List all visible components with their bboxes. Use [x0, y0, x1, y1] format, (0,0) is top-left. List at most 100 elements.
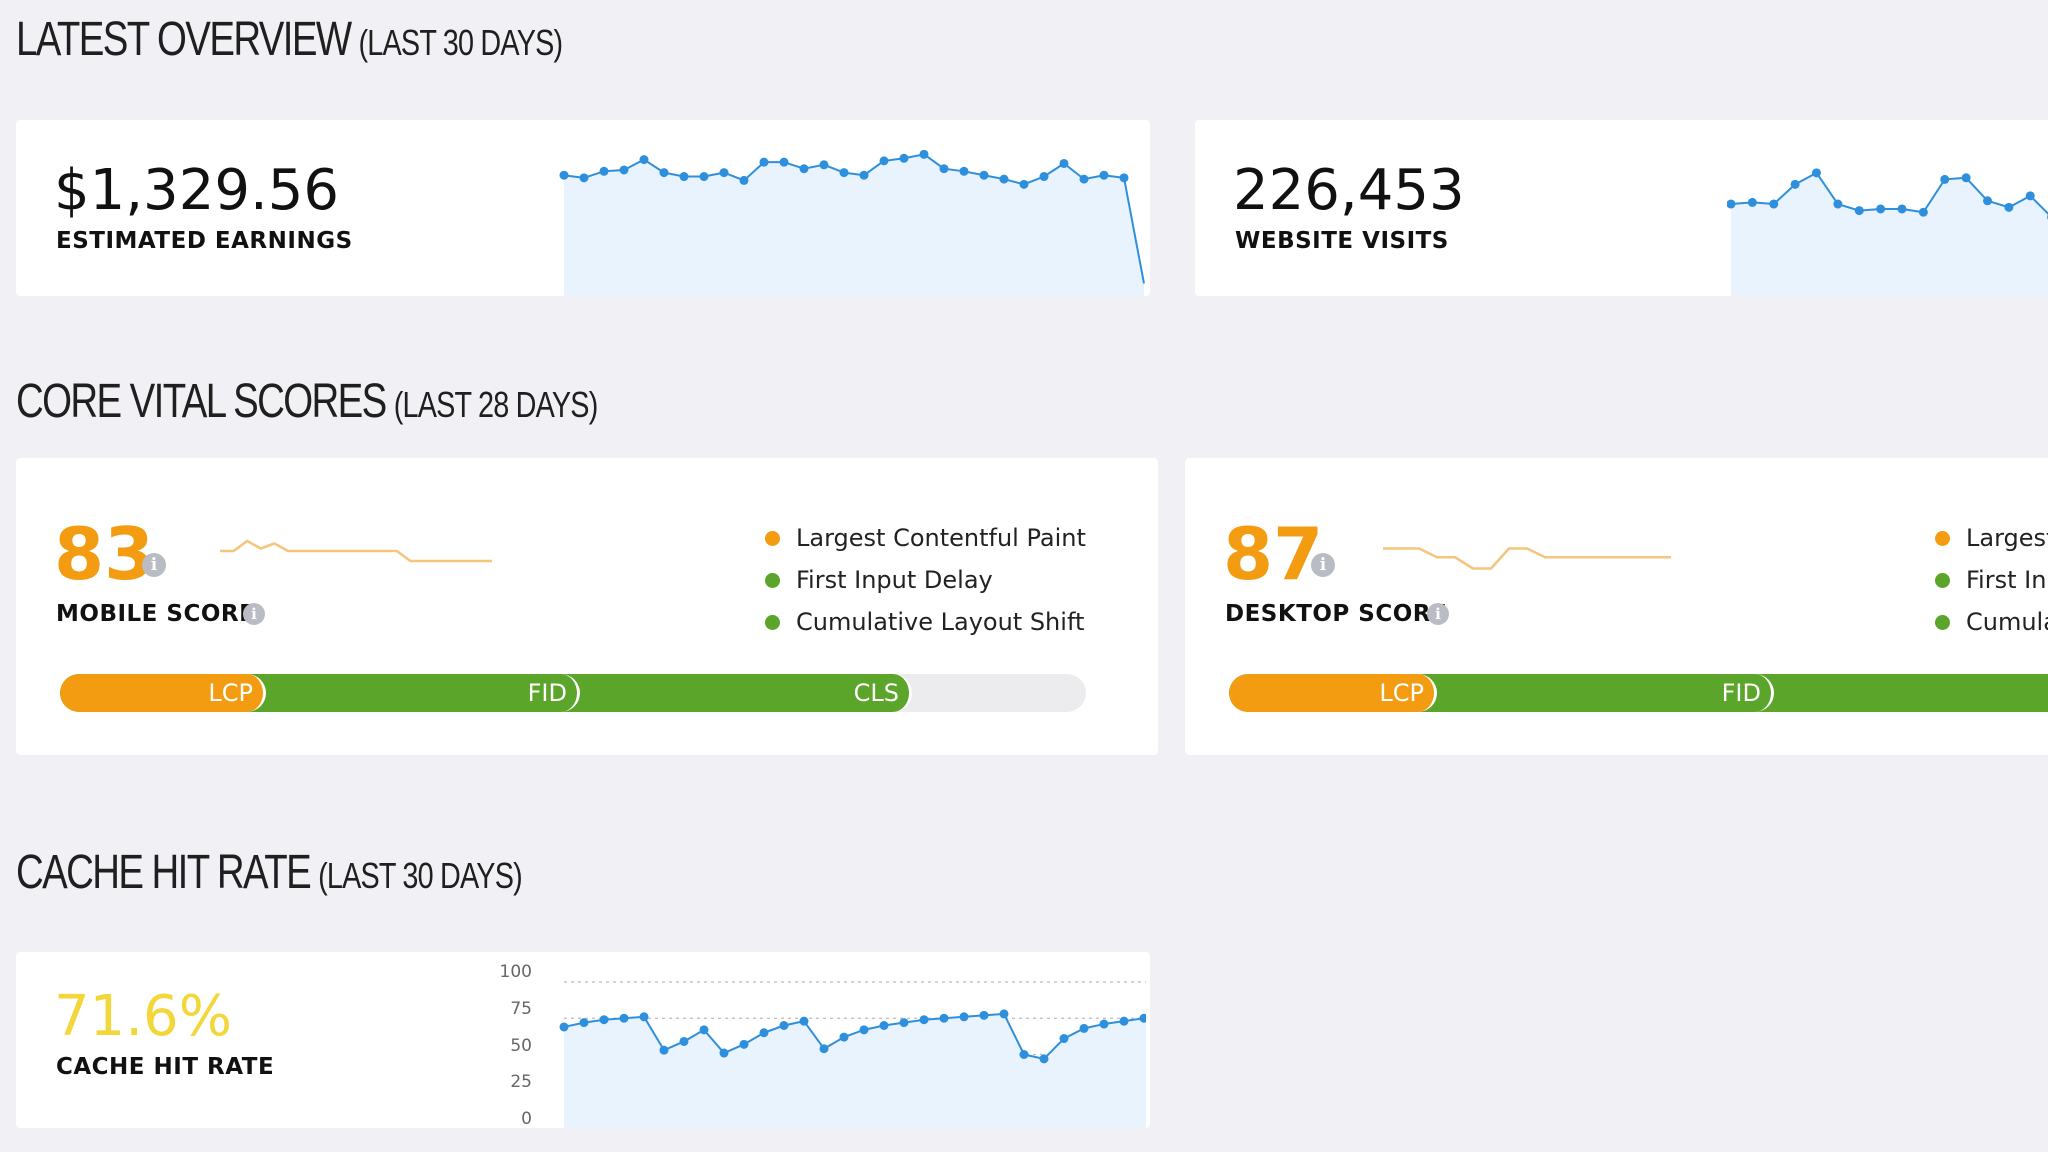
data-point	[819, 1044, 829, 1054]
data-point	[879, 1021, 889, 1030]
data-point	[719, 168, 729, 178]
data-point	[699, 172, 709, 182]
core-vitals-title: CORE VITAL SCORES (LAST 28 DAYS)	[16, 374, 598, 429]
data-point	[639, 155, 649, 165]
mobile-score-label: MOBILE SCORE	[56, 601, 256, 627]
overview-subtitle: (LAST 30 DAYS)	[358, 22, 564, 63]
data-point	[579, 1018, 589, 1028]
data-point	[1812, 168, 1821, 178]
data-point	[1079, 1023, 1089, 1033]
cache-subtitle: (LAST 30 DAYS)	[318, 855, 523, 896]
data-point	[1019, 179, 1029, 189]
desktop-legend-lcp: Largest	[1935, 523, 2048, 553]
mobile-score-info-icon[interactable]: i	[142, 553, 166, 577]
data-point	[999, 174, 1009, 184]
mobile-legend-fid: First Input Delay	[765, 565, 993, 595]
lcp-legend-dot	[1935, 530, 1950, 546]
mobile-score-label-info-icon[interactable]: i	[243, 603, 265, 625]
data-point	[799, 1016, 809, 1026]
data-point	[659, 1045, 669, 1055]
data-point	[2004, 202, 2014, 212]
desktop-score-trendline	[1383, 547, 1671, 570]
data-point	[1833, 199, 1843, 209]
desktop-score-label-info-icon[interactable]: i	[1427, 603, 1449, 625]
earnings-sparkline	[559, 149, 1145, 296]
data-point	[1059, 158, 1069, 168]
desktop-score-info-icon[interactable]: i	[1311, 553, 1335, 577]
data-point	[959, 166, 969, 176]
data-point	[1119, 1016, 1129, 1026]
data-point	[1961, 173, 1971, 183]
data-point	[939, 1013, 949, 1023]
y-tick-0: 0	[521, 1109, 532, 1128]
data-point	[1940, 174, 1950, 184]
data-point	[759, 1028, 769, 1038]
overview-title: LATEST OVERVIEW (LAST 30 DAYS)	[16, 12, 564, 67]
data-point	[1854, 206, 1864, 216]
overview-title-text: LATEST OVERVIEW	[16, 13, 352, 66]
data-point	[839, 1032, 849, 1042]
data-point	[779, 1021, 789, 1030]
mobile-legend-lcp-text: Largest Contentful Paint	[796, 524, 1086, 552]
mobile-score-card: 83 i MOBILE SCORE i Largest Contentful P…	[16, 458, 1158, 755]
data-point	[679, 172, 689, 182]
data-point	[1727, 199, 1736, 209]
data-point	[1079, 174, 1089, 184]
desktop-score-label: DESKTOP SCORE	[1225, 601, 1448, 627]
data-point	[639, 1012, 649, 1022]
data-point	[679, 1036, 689, 1046]
desktop-legend-cls-text: Cumula	[1966, 608, 2048, 636]
fid-legend-dot	[765, 572, 780, 588]
data-point	[1790, 179, 1800, 189]
data-point	[559, 170, 569, 180]
data-point	[739, 1039, 749, 1049]
data-point	[899, 153, 909, 163]
data-point	[2025, 191, 2035, 201]
data-point	[1019, 1050, 1029, 1059]
data-point	[739, 175, 749, 185]
desktop-vitals-bar: FID LCP	[1229, 674, 2048, 712]
data-point	[1897, 204, 1907, 214]
data-point	[979, 1010, 989, 1020]
data-point	[599, 166, 609, 176]
data-point	[879, 156, 889, 166]
cache-hit-rate-label: CACHE HIT RATE	[56, 1054, 275, 1080]
desktop-legend-fid-text: First Inp	[1966, 566, 2048, 594]
visits-card: 226,453 WEBSITE VISITS	[1195, 120, 2048, 296]
data-point	[839, 168, 849, 178]
area-fill	[564, 154, 1144, 296]
data-point	[1039, 172, 1049, 182]
cache-hit-rate-chart	[559, 981, 1146, 1128]
data-point	[1099, 170, 1109, 180]
y-tick-25: 25	[510, 1072, 532, 1092]
series-line	[1730, 171, 2048, 215]
fid-legend-dot	[1935, 572, 1950, 588]
mobile-lcp-segment: LCP	[60, 674, 266, 712]
desktop-score-card: 87 i DESKTOP SCORE i Largest First Inp C…	[1185, 458, 2048, 755]
data-point	[899, 1018, 909, 1028]
data-point	[1918, 207, 1928, 217]
data-point	[559, 1022, 569, 1032]
data-point	[759, 157, 769, 167]
y-tick-50: 50	[510, 1036, 532, 1056]
lcp-legend-dot	[765, 530, 780, 546]
data-point	[859, 170, 869, 180]
mobile-legend-cls-text: Cumulative Layout Shift	[796, 608, 1085, 636]
data-point	[1139, 1013, 1146, 1023]
data-point	[619, 1013, 629, 1023]
data-point	[1059, 1034, 1069, 1044]
data-point	[779, 157, 789, 167]
data-point	[699, 1025, 709, 1035]
data-point	[1983, 196, 1992, 206]
cache-card: 71.6% CACHE HIT RATE 100 75 50 25 0	[16, 952, 1150, 1128]
data-point	[799, 164, 809, 174]
data-point	[1769, 199, 1779, 209]
data-point	[919, 1015, 929, 1025]
cache-hit-rate-value: 71.6%	[54, 984, 232, 1049]
earnings-card: $1,329.56 ESTIMATED EARNINGS	[16, 120, 1150, 296]
visits-value: 226,453	[1233, 158, 1465, 223]
mobile-vitals-bar: CLS FID LCP	[60, 674, 1086, 712]
data-point	[819, 160, 829, 170]
cls-legend-dot	[1935, 614, 1950, 630]
visits-sparkline	[1727, 168, 2048, 296]
